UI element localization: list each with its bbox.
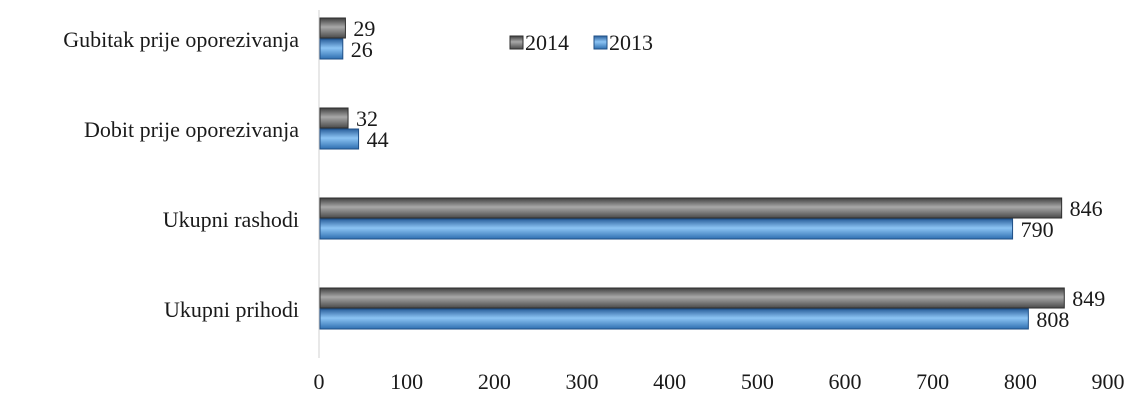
x-tick-label: 100: [390, 369, 423, 394]
legend-swatch-2013: [593, 35, 608, 50]
data-label: 29: [353, 16, 375, 41]
data-label: 790: [1021, 217, 1054, 242]
legend-swatch-2014: [509, 35, 524, 50]
x-tick-label: 600: [829, 369, 862, 394]
x-tick-label: 400: [653, 369, 686, 394]
category-label: Gubitak prije oporezivanja: [63, 27, 299, 52]
bar-2013: [319, 38, 344, 60]
bar-2014: [319, 197, 1063, 219]
x-tick-label: 800: [1004, 369, 1037, 394]
data-label: 808: [1036, 307, 1069, 332]
legend: 2014 2013: [509, 30, 653, 55]
data-label: 44: [367, 127, 389, 152]
bar-2014: [319, 287, 1065, 309]
legend-label-2013: 2013: [609, 30, 653, 55]
x-tick-label: 200: [478, 369, 511, 394]
x-tick-label: 500: [741, 369, 774, 394]
bar-2014: [319, 107, 349, 129]
bar-2013: [319, 218, 1014, 240]
legend-label-2014: 2014: [525, 30, 569, 55]
bar-2013: [319, 308, 1029, 330]
x-tick-label: 700: [916, 369, 949, 394]
x-tick-label: 900: [1092, 369, 1125, 394]
category-label: Ukupni rashodi: [163, 207, 299, 232]
data-label: 846: [1070, 196, 1103, 221]
category-label: Ukupni prihodi: [164, 297, 299, 322]
x-tick-label: 0: [314, 369, 325, 394]
data-label: 849: [1072, 286, 1105, 311]
bar-2013: [319, 128, 360, 150]
category-label: Dobit prije oporezivanja: [84, 117, 299, 142]
bar-2014: [319, 17, 346, 39]
x-tick-label: 300: [566, 369, 599, 394]
data-label: 26: [351, 37, 373, 62]
data-label: 32: [356, 106, 378, 131]
